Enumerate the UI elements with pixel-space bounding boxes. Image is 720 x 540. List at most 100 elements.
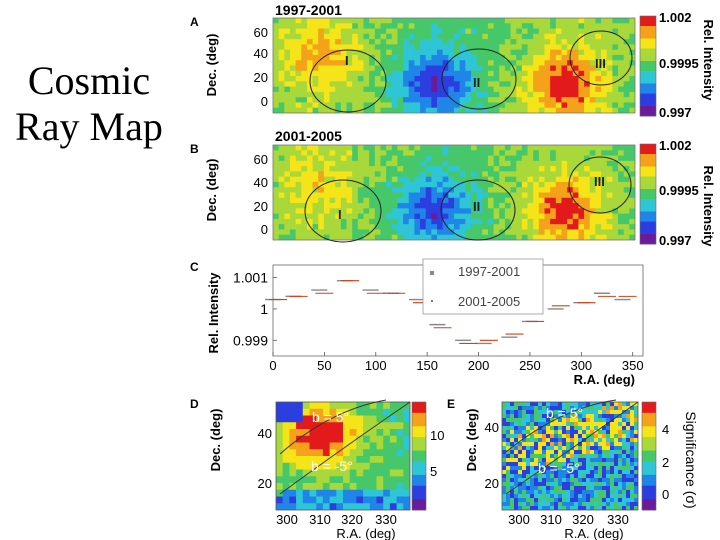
panel-d-xtick: 320 xyxy=(341,512,363,527)
heatmap-cell xyxy=(584,70,591,77)
heatmap-cell xyxy=(542,490,547,495)
heatmap-cell xyxy=(562,418,567,423)
heatmap-cell xyxy=(572,224,579,230)
heatmap-cell xyxy=(612,192,619,199)
heatmap-cell xyxy=(606,486,611,491)
heatmap-cell xyxy=(594,454,599,459)
heatmap-cell xyxy=(465,150,472,156)
heatmap-cell xyxy=(550,498,555,503)
heatmap-cell xyxy=(574,430,579,435)
panel-d-heatmap xyxy=(276,402,410,510)
heatmap-cell xyxy=(622,414,627,419)
colorbar-segment xyxy=(640,48,656,52)
heatmap-cell xyxy=(336,422,344,430)
heatmap-cell xyxy=(598,474,603,479)
heatmap-cell xyxy=(431,49,438,56)
heatmap-cell xyxy=(273,234,280,240)
heatmap-cell xyxy=(518,490,523,495)
heatmap-cell xyxy=(396,462,404,470)
heatmap-cell xyxy=(335,60,342,66)
heatmap-cell xyxy=(586,474,591,479)
heatmap-cell xyxy=(346,171,353,178)
heatmap-cell xyxy=(296,462,304,470)
heatmap-cell xyxy=(522,418,527,423)
heatmap-cell xyxy=(574,454,579,459)
heatmap-cell xyxy=(574,466,579,471)
heatmap-cell xyxy=(578,102,585,109)
heatmap-cell xyxy=(570,498,575,503)
heatmap-cell xyxy=(493,224,500,230)
heatmap-cell xyxy=(403,150,410,156)
heatmap-cell xyxy=(555,176,562,183)
heatmap-cell xyxy=(527,18,534,24)
heatmap-cell xyxy=(465,28,472,35)
heatmap-cell xyxy=(425,70,432,77)
heatmap-cell xyxy=(425,33,432,40)
heatmap-cell xyxy=(598,494,603,499)
heatmap-cell xyxy=(546,502,551,507)
heatmap-cell xyxy=(420,81,427,88)
heatmap-cell xyxy=(595,197,602,204)
heatmap-cell xyxy=(301,224,308,230)
heatmap-cell xyxy=(376,496,384,504)
heatmap-cell xyxy=(397,28,404,35)
heatmap-cell xyxy=(312,224,319,230)
heatmap-cell xyxy=(610,422,615,427)
heatmap-cell xyxy=(618,486,623,491)
heatmap-cell xyxy=(533,187,540,193)
heatmap-cell xyxy=(606,234,613,240)
heatmap-cell xyxy=(431,181,438,188)
heatmap-cell xyxy=(318,229,325,236)
heatmap-cell xyxy=(522,474,527,479)
heatmap-cell xyxy=(527,44,534,51)
heatmap-cell xyxy=(598,446,603,451)
heatmap-cell xyxy=(618,224,625,230)
heatmap-cell xyxy=(521,54,528,61)
heatmap-cell xyxy=(273,155,280,162)
heatmap-cell xyxy=(306,160,313,167)
heatmap-cell xyxy=(502,454,507,459)
heatmap-cell xyxy=(630,458,635,463)
heatmap-cell xyxy=(487,145,494,151)
panel-a: A 1997-2001 Dec. (deg) 60 40 20 0 I II I… xyxy=(190,2,716,120)
heatmap-cell xyxy=(538,102,545,109)
heatmap-cell xyxy=(459,91,466,98)
heatmap-cell xyxy=(578,490,583,495)
heatmap-cell xyxy=(618,418,623,423)
heatmap-cell xyxy=(322,496,330,504)
heatmap-cell xyxy=(278,203,285,209)
heatmap-cell xyxy=(352,107,359,113)
heatmap-cell xyxy=(323,97,330,103)
heatmap-cell xyxy=(369,86,376,93)
heatmap-cell xyxy=(376,449,384,457)
heatmap-cell xyxy=(301,33,308,40)
heatmap-cell xyxy=(295,234,302,240)
heatmap-cell xyxy=(567,86,574,93)
heatmap-cell xyxy=(626,426,631,431)
heatmap-cell xyxy=(618,213,625,220)
heatmap-cell xyxy=(408,166,415,172)
heatmap-cell xyxy=(420,218,427,225)
heatmap-cell xyxy=(309,435,317,443)
heatmap-cell xyxy=(431,18,438,24)
heatmap-cell xyxy=(278,65,285,72)
heatmap-cell xyxy=(578,466,583,471)
heatmap-cell xyxy=(504,218,511,225)
heatmap-cell xyxy=(363,155,370,162)
heatmap-cell xyxy=(340,18,347,24)
heatmap-cell xyxy=(610,466,615,471)
heatmap-cell xyxy=(584,81,591,88)
heatmap-cell xyxy=(612,181,619,188)
heatmap-cell xyxy=(538,70,545,77)
heatmap-cell xyxy=(606,97,613,103)
heatmap-cell xyxy=(610,494,615,499)
heatmap-cell xyxy=(408,76,415,82)
heatmap-cell xyxy=(606,203,613,209)
heatmap-cell xyxy=(336,489,344,497)
heatmap-cell xyxy=(289,208,297,215)
panel-b: B 2001-2005 Dec. (deg) 60 40 20 0 I II I… xyxy=(190,128,716,248)
heatmap-cell xyxy=(302,496,310,504)
heatmap-cell xyxy=(363,489,371,497)
heatmap-cell xyxy=(306,181,313,188)
heatmap-cell xyxy=(578,81,585,88)
